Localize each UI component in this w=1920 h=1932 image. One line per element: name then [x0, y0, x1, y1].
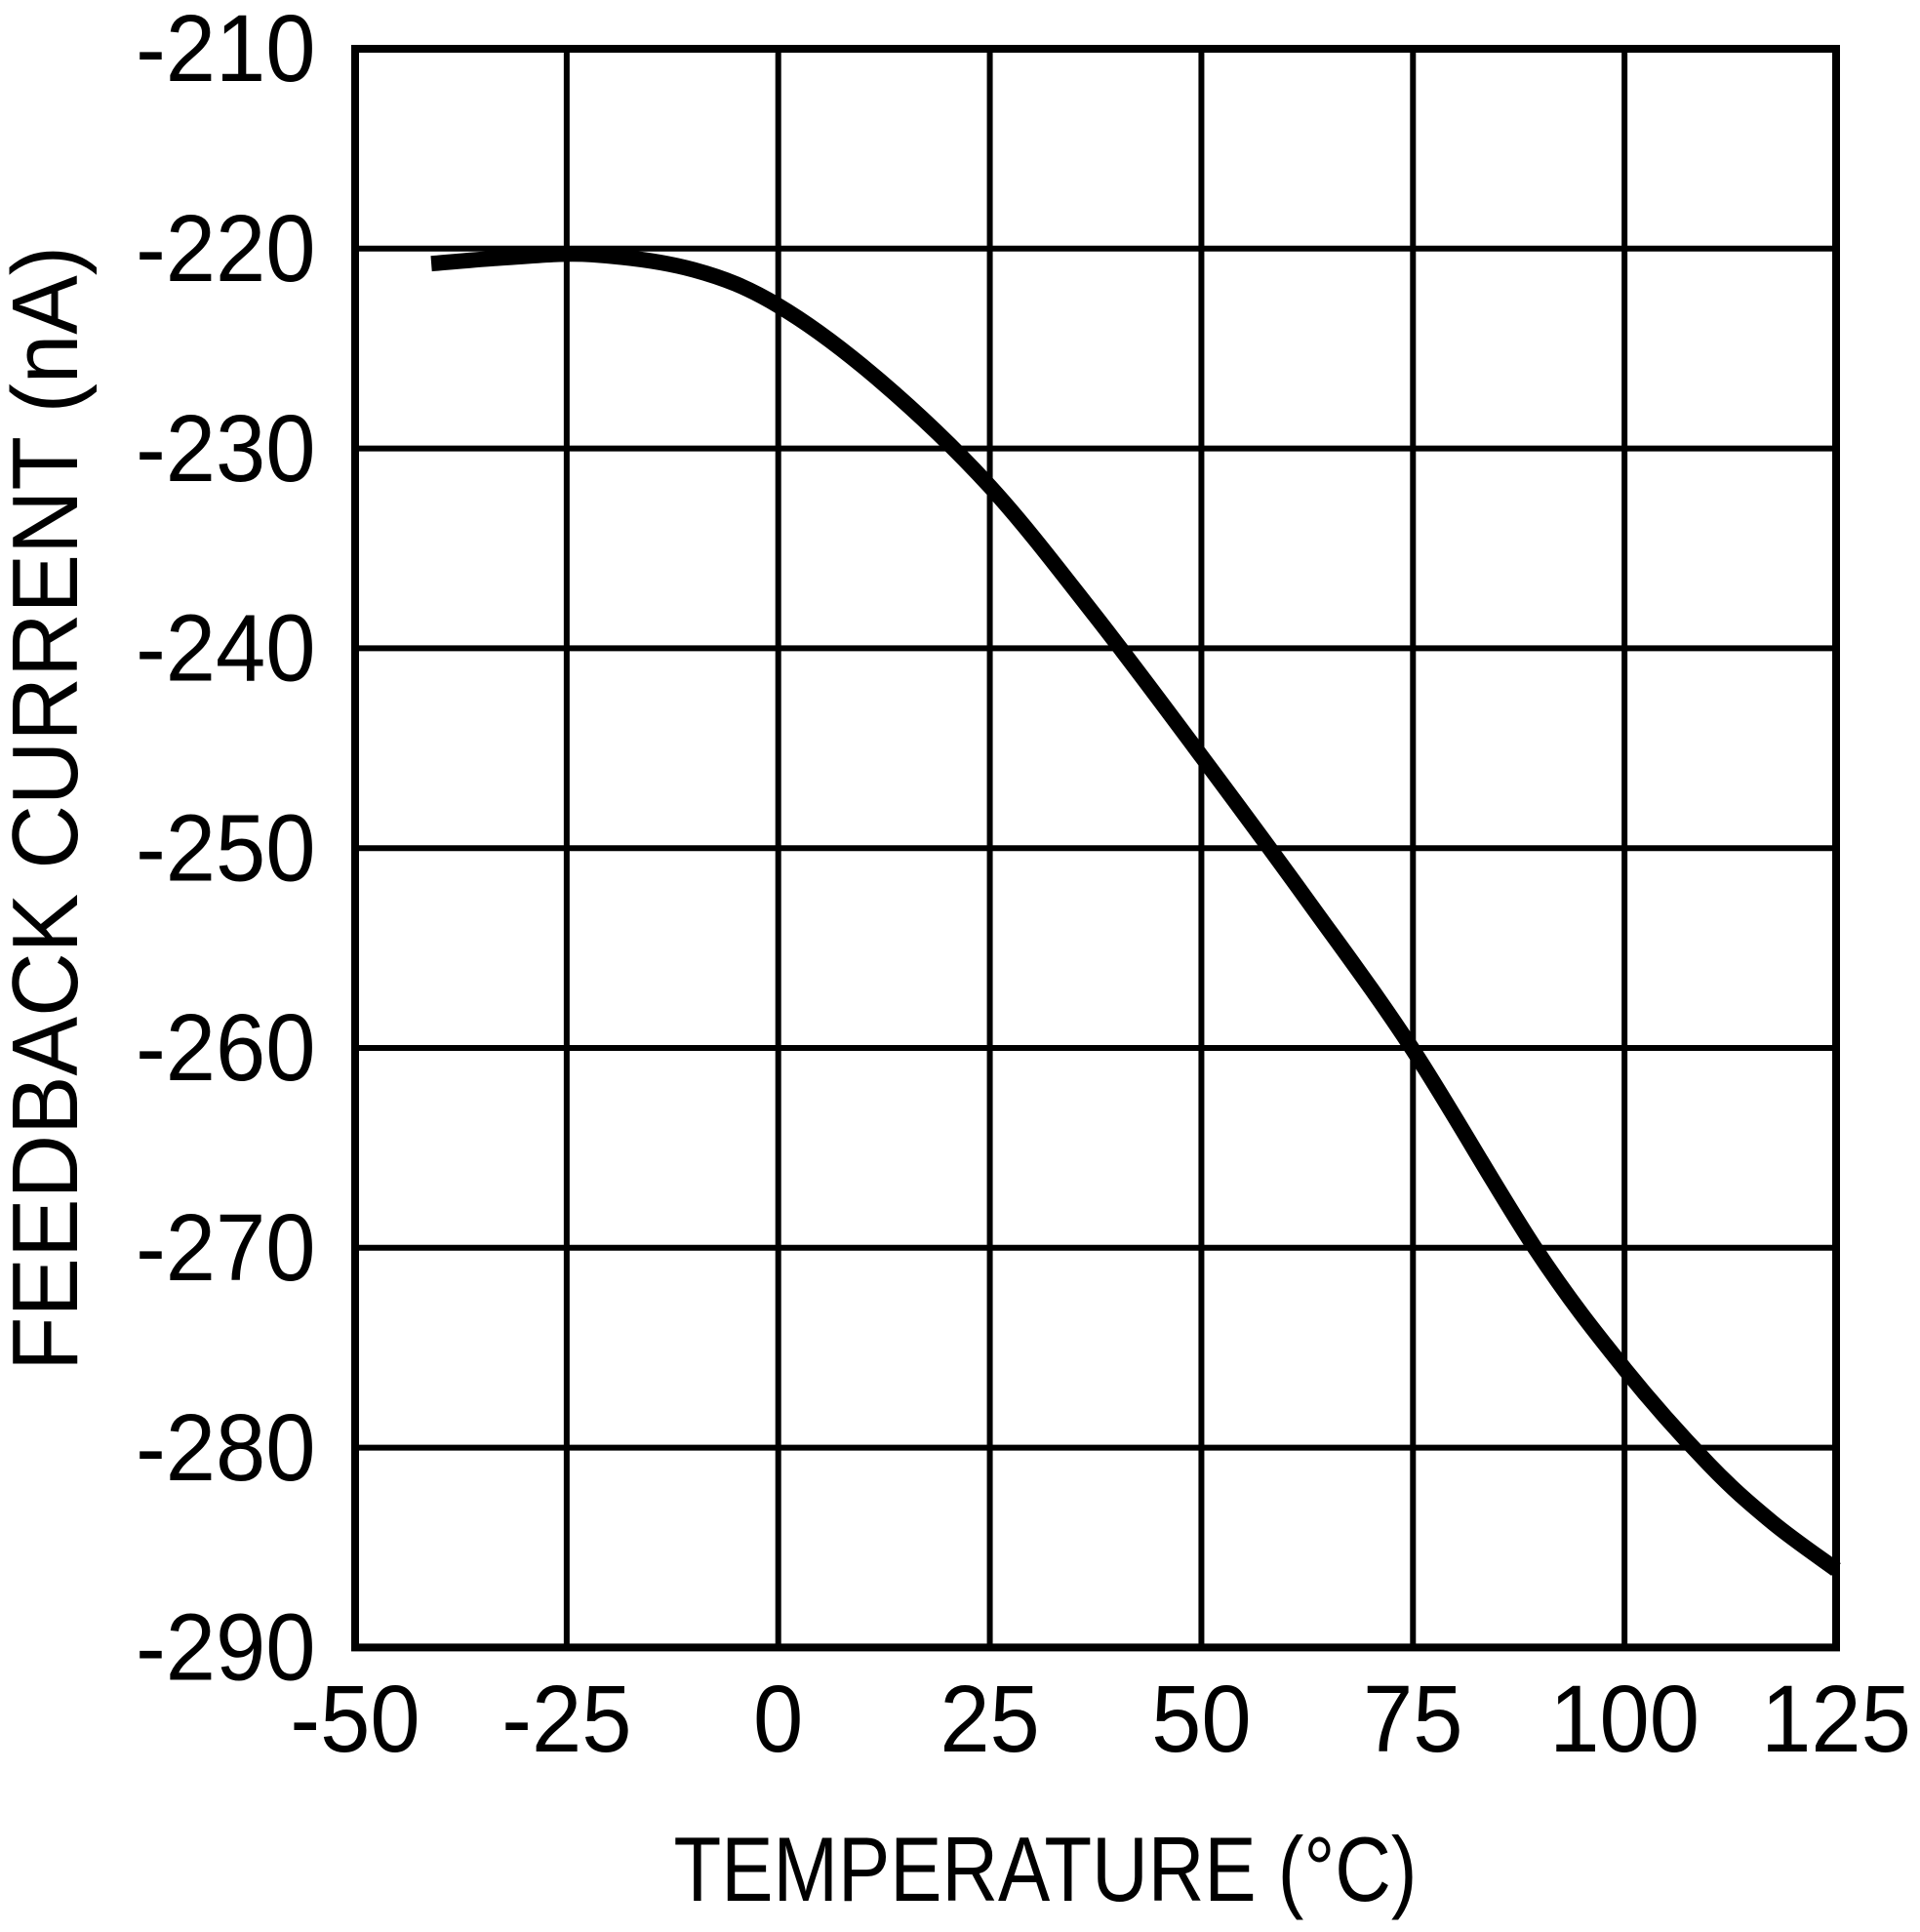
svg-text:25: 25 — [940, 1666, 1040, 1772]
svg-text:-250: -250 — [136, 794, 315, 901]
svg-text:-280: -280 — [136, 1394, 315, 1501]
svg-text:-290: -290 — [136, 1594, 315, 1701]
svg-text:-25: -25 — [501, 1666, 631, 1772]
svg-text:-240: -240 — [136, 595, 315, 702]
svg-text:125: 125 — [1761, 1666, 1911, 1772]
svg-text:75: 75 — [1363, 1666, 1463, 1772]
svg-text:-260: -260 — [136, 994, 315, 1101]
svg-text:50: 50 — [1151, 1666, 1252, 1772]
svg-text:-270: -270 — [136, 1194, 315, 1301]
svg-text:-220: -220 — [136, 195, 315, 302]
svg-text:-230: -230 — [136, 395, 315, 502]
svg-text:TEMPERATURE (°C): TEMPERATURE (°C) — [674, 1818, 1418, 1920]
svg-text:0: 0 — [753, 1666, 803, 1772]
svg-text:-50: -50 — [290, 1666, 420, 1772]
svg-text:100: 100 — [1549, 1666, 1700, 1772]
svg-text:-210: -210 — [136, 0, 315, 101]
svg-text:FEEDBACK CURRENT (nA): FEEDBACK CURRENT (nA) — [0, 246, 98, 1371]
